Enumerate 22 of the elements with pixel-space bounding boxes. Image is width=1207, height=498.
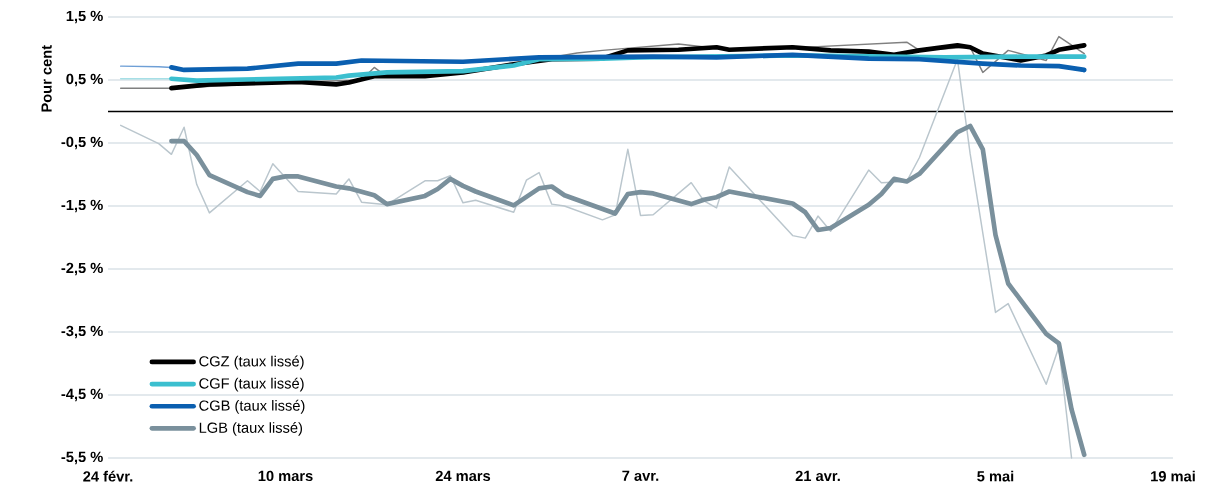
legend-label: LGB (taux lissé) — [199, 421, 303, 436]
y-tick-label: 0,5 % — [66, 73, 103, 87]
x-tick-label: 21 avr. — [795, 470, 840, 482]
y-tick-label: -1,5 % — [61, 199, 103, 213]
y-tick-label: -4,5 % — [61, 388, 103, 402]
y-axis-title: Pour cent — [41, 45, 52, 112]
y-tick-label: -2,5 % — [61, 262, 103, 276]
legend-label: CGZ (taux lissé) — [199, 355, 304, 370]
x-tick-label: 5 mai — [977, 470, 1014, 482]
x-tick-label: 24 févr. — [83, 470, 133, 482]
legend-label: CGB (taux lissé) — [199, 399, 305, 414]
x-tick-label: 7 avr. — [622, 470, 659, 481]
x-tick-label: 24 mars — [435, 470, 491, 482]
y-tick-label: -5,5 % — [61, 451, 103, 465]
legend-label: CGF (taux lissé) — [199, 377, 304, 392]
line-series — [169, 52, 1087, 73]
x-tick-label: 19 mai — [1151, 470, 1195, 482]
y-tick-label: 1,5 % — [66, 10, 103, 24]
line-series — [169, 123, 1087, 458]
x-tick-label: 10 mars — [258, 470, 313, 482]
y-tick-label: -3,5 % — [61, 325, 103, 339]
y-tick-label: -0,5 % — [61, 136, 103, 150]
